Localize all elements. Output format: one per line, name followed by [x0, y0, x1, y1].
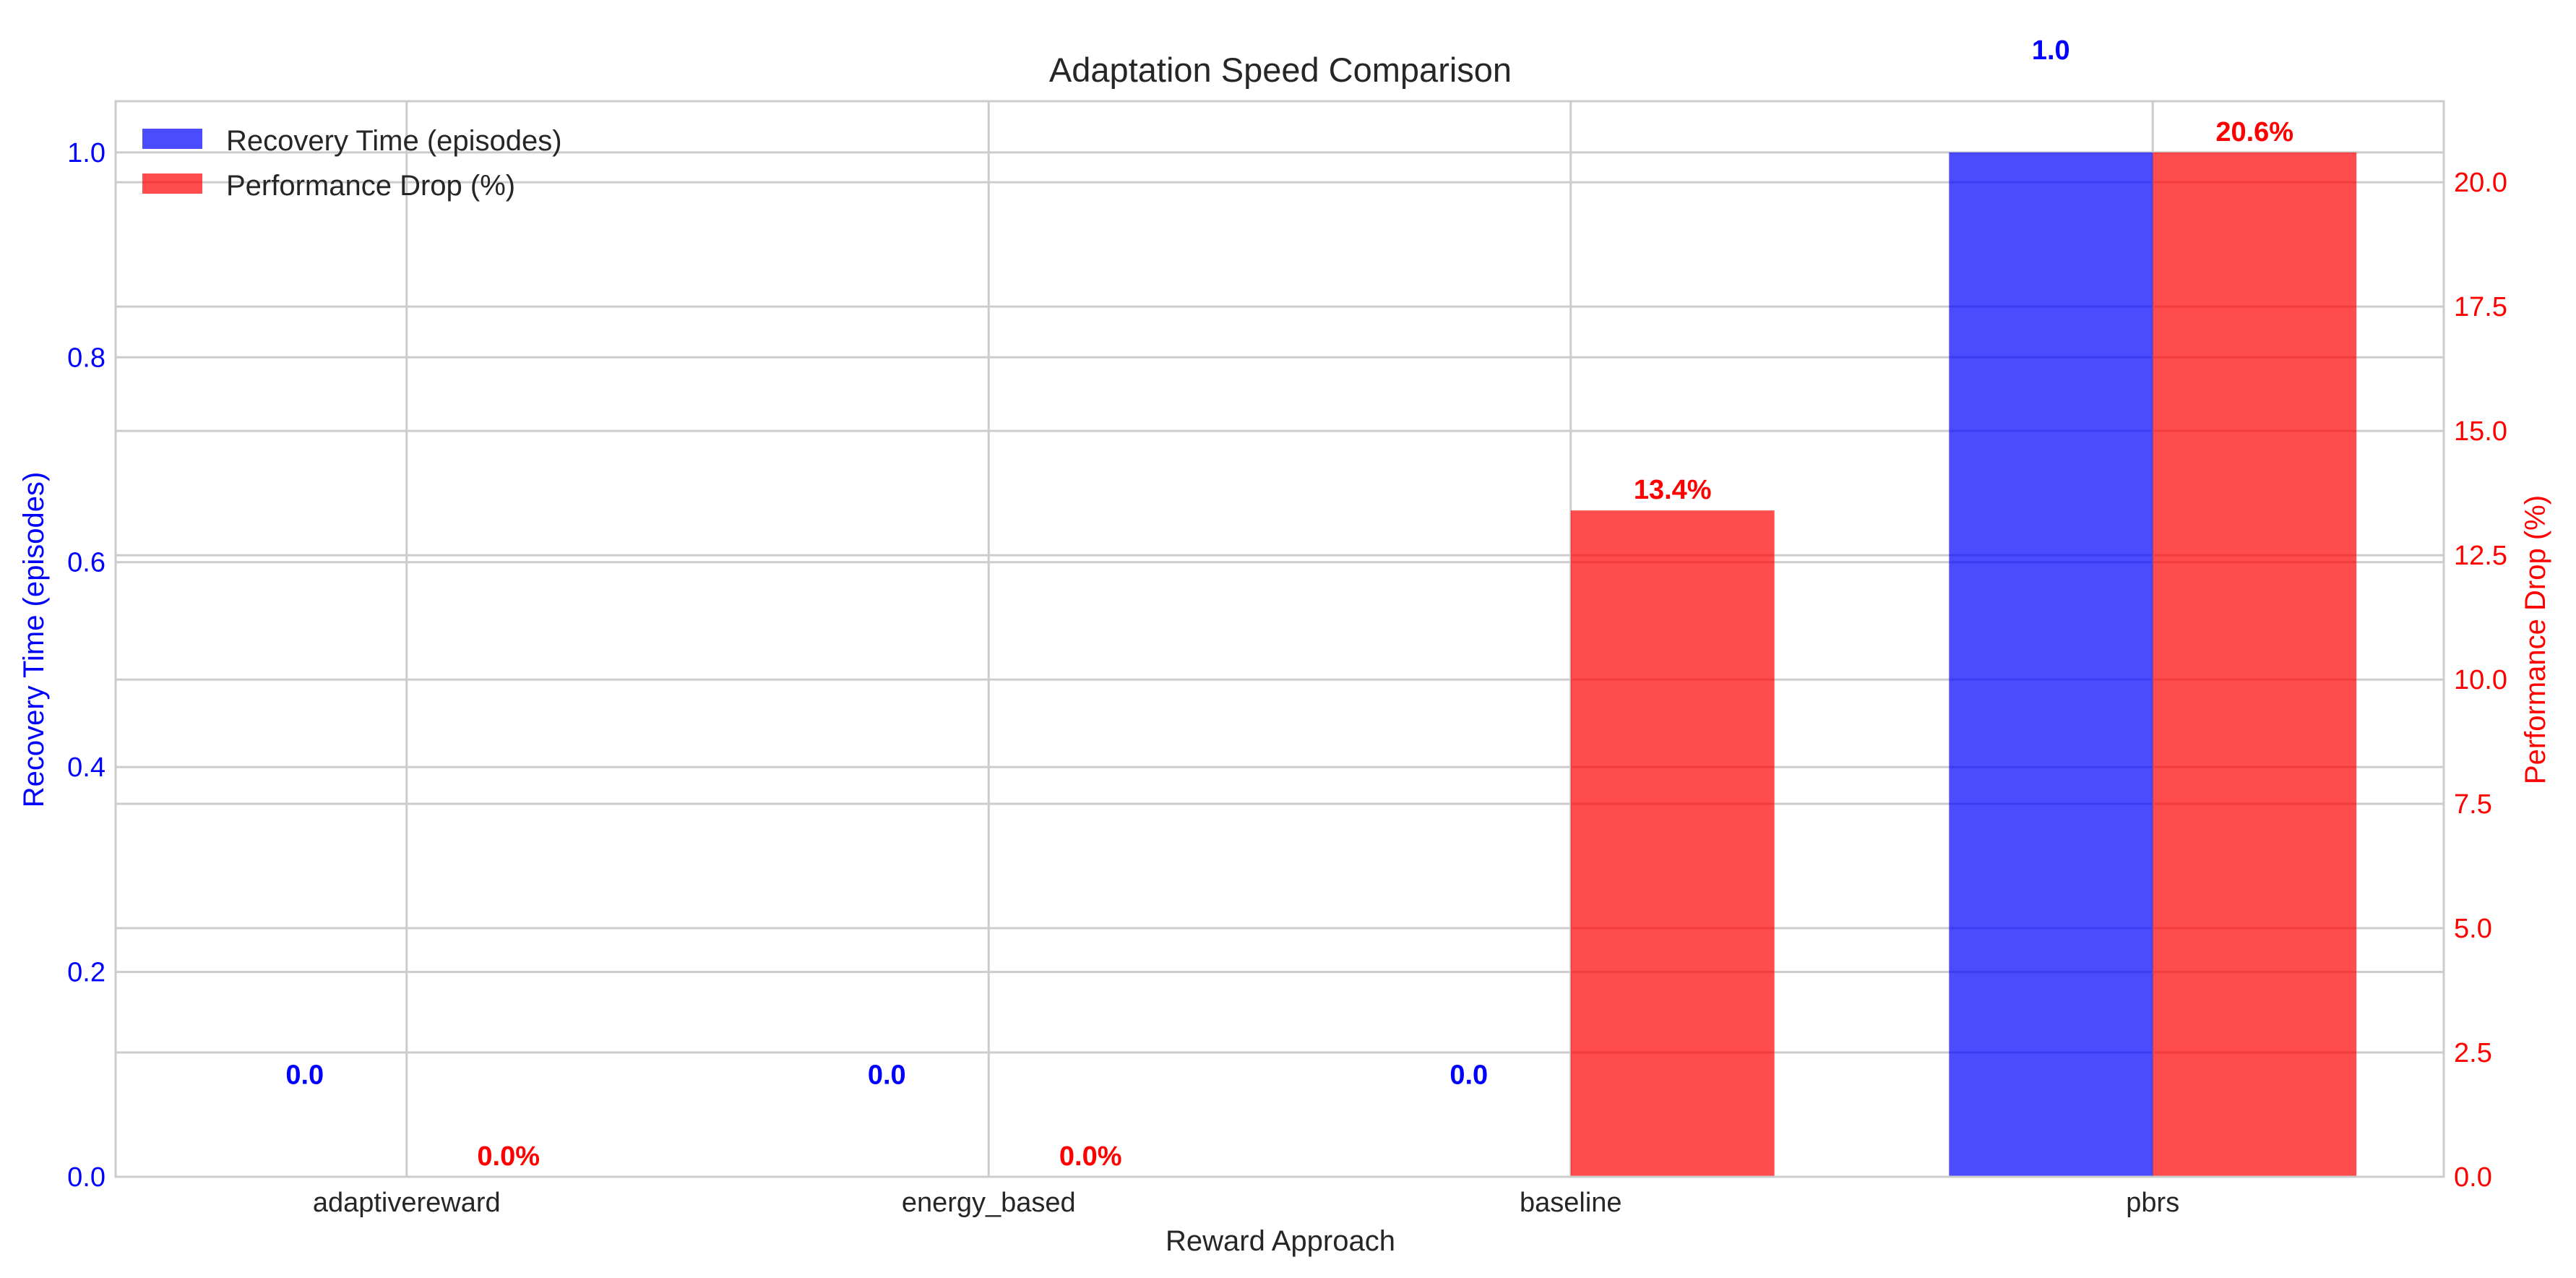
- y-left-tick-label: 0.8: [67, 343, 105, 373]
- data-label-performance-drop-adaptivereward: 0.0%: [477, 1141, 540, 1172]
- plot-frame: [114, 100, 2445, 1178]
- data-label-recovery-time-episodes-baseline: 0.0: [1449, 1060, 1488, 1090]
- legend-swatch-performance-drop: [142, 173, 202, 194]
- data-label-performance-drop-pbrs: 20.6%: [2215, 117, 2293, 147]
- legend-swatch-recovery-time: [142, 129, 202, 149]
- x-tick-label-adaptivereward: adaptivereward: [313, 1188, 501, 1218]
- y-left-axis-title: Recovery Time (episodes): [18, 472, 50, 808]
- y-right-tick-label: 10.0: [2454, 665, 2507, 695]
- y-left-tick-label: 0.0: [67, 1162, 105, 1193]
- bar-recovery-time-episodes-pbrs: [1949, 152, 2153, 1177]
- y-right-tick-label: 2.5: [2454, 1038, 2492, 1068]
- data-label-performance-drop-energy-based: 0.0%: [1059, 1141, 1122, 1172]
- y-left-tick-label: 0.2: [67, 958, 105, 988]
- x-tick-label-baseline: baseline: [1520, 1188, 1622, 1218]
- x-tick-label-energy-based: energy_based: [902, 1188, 1076, 1218]
- legend-label-performance-drop: Performance Drop (%): [226, 170, 515, 202]
- y-right-tick-label: 15.0: [2454, 416, 2507, 447]
- y-left-tick-label: 0.6: [67, 548, 105, 578]
- data-label-recovery-time-episodes-energy-based: 0.0: [868, 1060, 906, 1090]
- y-right-tick-label: 17.5: [2454, 292, 2507, 322]
- y-left-tick-label: 1.0: [67, 138, 105, 168]
- x-axis-title: Reward Approach: [1166, 1225, 1395, 1257]
- y-right-tick-label: 0.0: [2454, 1162, 2492, 1193]
- data-label-performance-drop-baseline: 13.4%: [1634, 475, 1712, 505]
- bar-performance-drop-baseline: [1570, 510, 1775, 1177]
- y-left-tick-label: 0.4: [67, 752, 105, 783]
- y-right-axis-title: Performance Drop (%): [2520, 495, 2551, 784]
- y-right-tick-label: 20.0: [2454, 168, 2507, 198]
- y-right-tick-label: 7.5: [2454, 789, 2492, 820]
- y-right-tick-label: 5.0: [2454, 914, 2492, 944]
- legend-label-recovery-time: Recovery Time (episodes): [226, 125, 562, 157]
- legend: Recovery Time (episodes) Performance Dro…: [142, 125, 562, 202]
- x-tick-label-pbrs: pbrs: [2126, 1188, 2179, 1218]
- chart-title: Adaptation Speed Comparison: [1049, 51, 1512, 89]
- data-label-recovery-time-episodes-adaptivereward: 0.0: [285, 1060, 324, 1090]
- data-label-recovery-time-episodes-pbrs: 1.0: [2032, 35, 2070, 66]
- y-right-tick-label: 12.5: [2454, 541, 2507, 571]
- bar-performance-drop-pbrs: [2153, 152, 2357, 1177]
